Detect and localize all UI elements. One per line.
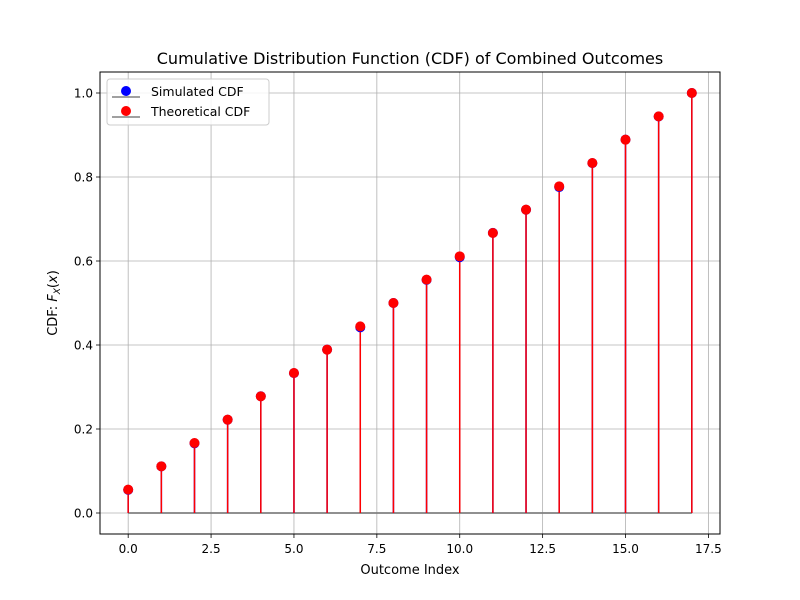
marker-layer bbox=[123, 88, 697, 495]
plot-frame bbox=[99, 71, 721, 535]
y-tick-label: 0.0 bbox=[74, 507, 93, 521]
x-tick-label: 7.5 bbox=[367, 542, 386, 556]
x-tick-label: 12.5 bbox=[529, 542, 556, 556]
y-axis-ticks: 0.0 0.2 0.4 0.6 0.8 1.0 bbox=[74, 87, 100, 521]
y-axis-label: CDF: FX(x) bbox=[46, 270, 63, 336]
legend-simulated-label: Simulated CDF bbox=[151, 84, 244, 99]
stem-layer bbox=[127, 93, 693, 513]
y-tick-label: 0.6 bbox=[74, 255, 93, 269]
x-tick-label: 0.0 bbox=[119, 542, 138, 556]
marker-series-2 bbox=[421, 274, 432, 285]
y-tick-label: 0.8 bbox=[74, 171, 93, 185]
y-tick-label: 0.2 bbox=[74, 423, 93, 437]
marker-series-2 bbox=[587, 158, 598, 169]
x-tick-label: 10.0 bbox=[446, 542, 473, 556]
x-tick-label: 15.0 bbox=[612, 542, 639, 556]
marker-series-2 bbox=[255, 391, 266, 402]
x-axis-ticks: 0.0 2.5 5.0 7.5 10.0 12.5 15.0 17.5 bbox=[119, 534, 722, 556]
x-tick-label: 17.5 bbox=[695, 542, 722, 556]
y-tick-label: 1.0 bbox=[74, 87, 93, 101]
legend-theoretical-label: Theoretical CDF bbox=[150, 104, 250, 119]
marker-series-2 bbox=[288, 368, 299, 379]
legend-box bbox=[106, 78, 270, 126]
marker-series-2 bbox=[222, 414, 233, 425]
marker-series-2 bbox=[322, 344, 333, 355]
x-axis-label: Outcome Index bbox=[360, 563, 460, 578]
marker-series-2 bbox=[156, 461, 167, 472]
marker-series-2 bbox=[388, 298, 399, 308]
marker-series-2 bbox=[620, 134, 631, 145]
marker-series-2 bbox=[454, 251, 465, 262]
marker-series-2 bbox=[653, 111, 664, 122]
x-tick-label: 2.5 bbox=[202, 542, 221, 556]
marker-series-2 bbox=[123, 484, 134, 495]
x-tick-label: 5.0 bbox=[284, 542, 303, 556]
marker-series-2 bbox=[487, 227, 498, 238]
marker-series-2 bbox=[521, 204, 532, 215]
marker-series-2 bbox=[554, 181, 565, 192]
y-tick-label: 0.4 bbox=[74, 339, 93, 353]
marker-series-2 bbox=[686, 88, 697, 98]
marker-series-2 bbox=[189, 437, 200, 448]
chart-title: Cumulative Distribution Function (CDF) o… bbox=[157, 49, 663, 68]
legend-simulated-marker bbox=[121, 86, 131, 96]
legend-theoretical-marker bbox=[121, 106, 131, 116]
legend: Simulated CDF Theoretical CDF bbox=[106, 78, 270, 126]
marker-series-2 bbox=[355, 321, 366, 332]
